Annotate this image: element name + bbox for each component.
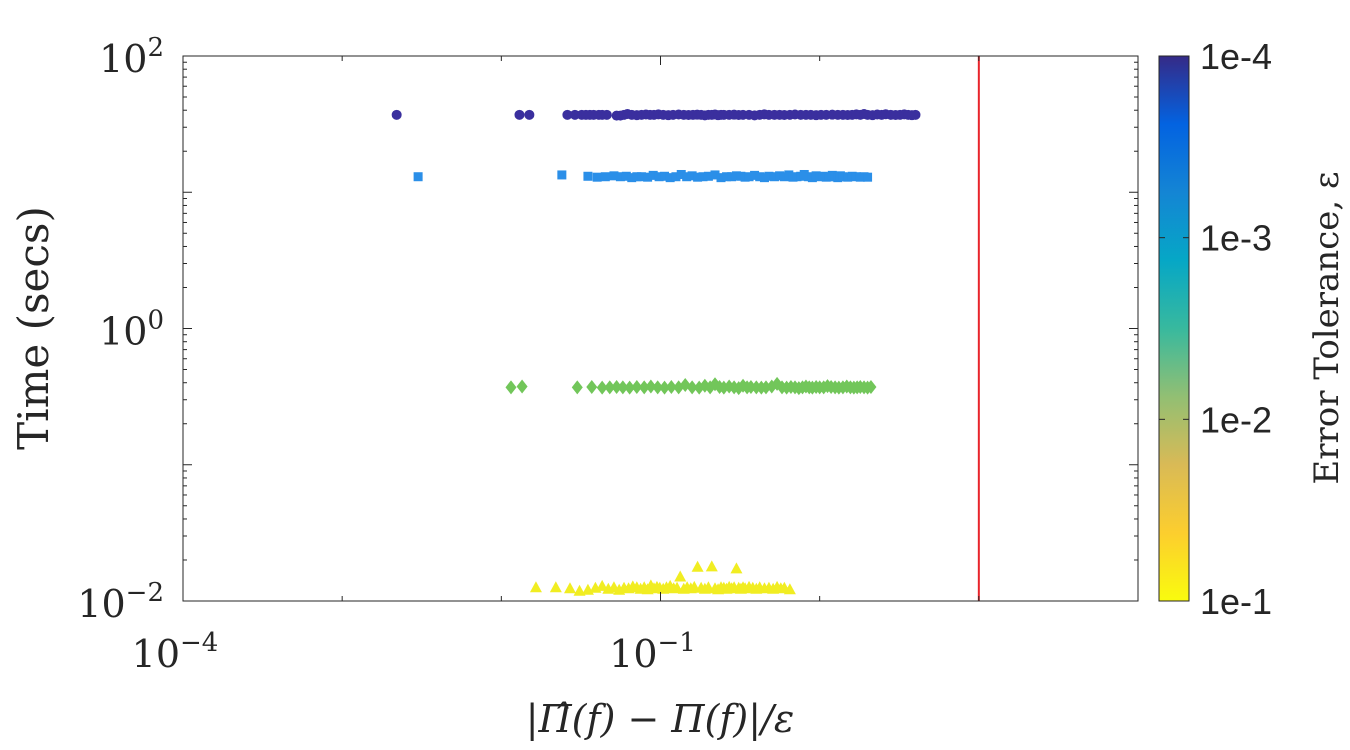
data-point bbox=[687, 171, 697, 181]
data-point bbox=[562, 109, 573, 120]
data-point bbox=[671, 172, 681, 182]
data-point bbox=[750, 170, 760, 180]
data-point bbox=[596, 579, 609, 591]
data-point bbox=[665, 173, 675, 183]
data-point bbox=[549, 581, 562, 593]
data-point bbox=[863, 172, 873, 182]
data-markers bbox=[391, 109, 921, 596]
data-point bbox=[705, 560, 718, 572]
data-point bbox=[557, 170, 567, 180]
colorbar-tick-label: 1e-3 bbox=[1200, 218, 1272, 259]
data-point bbox=[624, 380, 636, 395]
data-point bbox=[586, 380, 598, 395]
data-point bbox=[755, 172, 765, 182]
data-point bbox=[529, 581, 542, 593]
tick-label: 10−2 bbox=[77, 578, 164, 626]
tick-label: 10−1 bbox=[609, 628, 696, 676]
colorbar-tick-label: 1e-4 bbox=[1200, 36, 1272, 77]
data-point bbox=[617, 380, 629, 395]
y-axis-label: Time (secs) bbox=[9, 206, 58, 450]
data-point bbox=[631, 380, 643, 395]
data-point bbox=[691, 560, 704, 572]
x-axis-label: |Π̂(f) − Π(f)|/ε bbox=[526, 697, 795, 741]
data-point bbox=[592, 172, 602, 182]
colorbar-gradient bbox=[1158, 55, 1190, 602]
data-point bbox=[652, 380, 664, 395]
data-point bbox=[514, 109, 525, 120]
data-point bbox=[573, 584, 586, 596]
series-1e-2 bbox=[505, 376, 877, 396]
data-point bbox=[615, 172, 625, 182]
series-1e-1 bbox=[529, 560, 796, 596]
data-point bbox=[505, 380, 517, 395]
data-point bbox=[632, 172, 642, 182]
data-point bbox=[838, 172, 848, 182]
data-point bbox=[660, 171, 670, 181]
data-point bbox=[783, 583, 796, 595]
data-point bbox=[604, 380, 616, 395]
data-point bbox=[665, 380, 677, 395]
data-point bbox=[686, 380, 698, 395]
data-point bbox=[413, 172, 423, 182]
data-point bbox=[524, 109, 535, 120]
colorbar-tick-label: 1e-1 bbox=[1200, 581, 1272, 622]
colorbar-tick-label: 1e-2 bbox=[1200, 399, 1272, 440]
colorbar-label: Error Tolerance, ε bbox=[1307, 171, 1347, 484]
data-point bbox=[716, 173, 726, 183]
data-point bbox=[764, 171, 774, 181]
data-point bbox=[621, 171, 631, 181]
data-point bbox=[698, 172, 708, 182]
data-point bbox=[769, 172, 779, 182]
data-point bbox=[710, 170, 720, 180]
data-point bbox=[775, 171, 785, 181]
data-point bbox=[727, 172, 737, 182]
data-point bbox=[648, 170, 658, 180]
colorbar-ticks: 1e-4 1e-3 1e-2 1e-1 bbox=[1159, 36, 1272, 622]
data-point bbox=[583, 171, 593, 181]
tick-labels: 10−4 10−1 10−2 100 102 bbox=[77, 33, 696, 676]
data-point bbox=[609, 171, 619, 181]
data-point bbox=[730, 562, 743, 574]
data-point bbox=[703, 171, 713, 181]
data-point bbox=[722, 172, 732, 182]
series-1e-4 bbox=[391, 109, 921, 121]
plot-area bbox=[183, 56, 1138, 601]
tick-label: 10−4 bbox=[132, 628, 219, 676]
data-point bbox=[391, 109, 402, 120]
data-point bbox=[516, 379, 528, 394]
tick-label: 100 bbox=[99, 306, 164, 354]
data-point bbox=[643, 172, 653, 182]
data-point bbox=[865, 380, 877, 395]
data-point bbox=[600, 172, 610, 182]
data-point bbox=[744, 172, 754, 182]
data-point bbox=[638, 380, 650, 395]
data-point bbox=[682, 172, 692, 182]
data-point bbox=[910, 109, 921, 120]
data-point bbox=[637, 172, 647, 182]
data-point bbox=[693, 172, 703, 182]
tick-label: 102 bbox=[99, 33, 164, 81]
axis-ticks bbox=[182, 56, 1139, 602]
series-1e-3 bbox=[413, 169, 873, 183]
data-point bbox=[563, 582, 576, 594]
colorbar bbox=[1158, 55, 1190, 602]
data-point bbox=[674, 570, 687, 582]
data-point bbox=[676, 169, 686, 179]
data-point bbox=[601, 109, 612, 120]
data-point bbox=[645, 379, 657, 394]
data-point bbox=[571, 380, 583, 395]
data-point bbox=[611, 380, 623, 395]
data-point bbox=[627, 173, 637, 183]
data-point bbox=[659, 380, 671, 395]
data-point bbox=[596, 380, 608, 395]
data-point bbox=[654, 172, 664, 182]
